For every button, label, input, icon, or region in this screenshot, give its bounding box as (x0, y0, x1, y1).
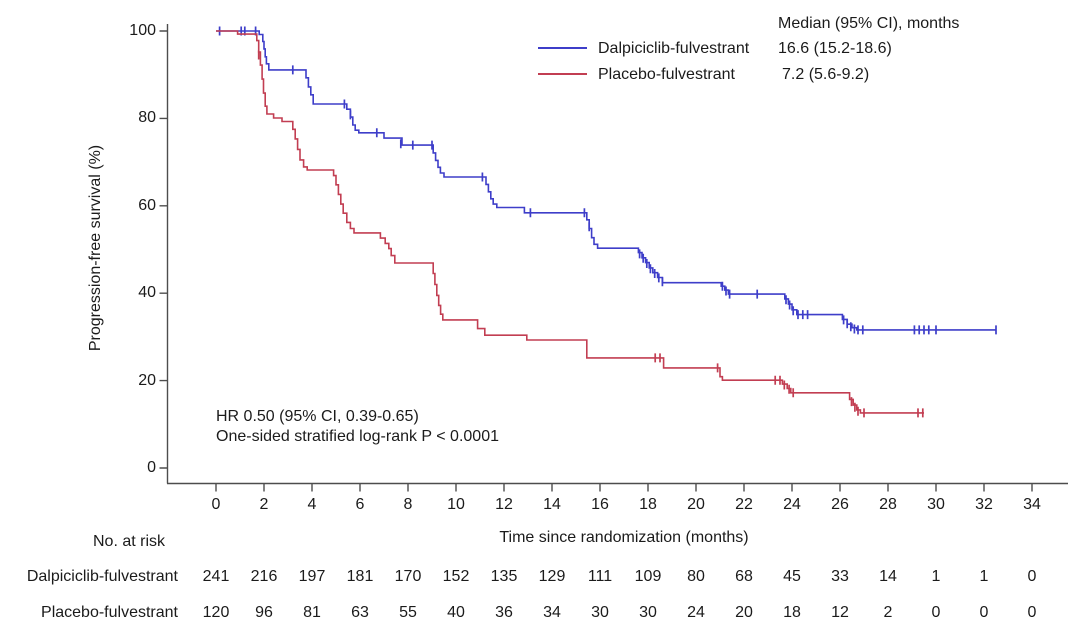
risk-count-row1-t4: 81 (303, 604, 321, 621)
x-tick-label-6: 6 (355, 496, 365, 513)
risk-count-row0-t20: 80 (687, 568, 705, 585)
y-tick-label-20: 20 (138, 371, 156, 389)
risk-count-row1-t18: 30 (639, 604, 657, 621)
survival-curve-0 (216, 30, 996, 331)
risk-count-row1-t34: 0 (1027, 604, 1037, 621)
risk-count-row1-t0: 120 (202, 604, 230, 621)
x-tick-label-32: 32 (975, 496, 993, 513)
axes (159, 24, 1068, 492)
legend-median-dalpiciclib: 16.6 (15.2-18.6) (778, 40, 892, 57)
risk-count-row0-t34: 0 (1027, 568, 1037, 585)
risk-count-row1-t24: 18 (783, 604, 801, 621)
x-tick-label-0: 0 (211, 496, 221, 513)
risk-count-row0-t26: 33 (831, 568, 849, 585)
legend-median-placebo: 7.2 (5.6-9.2) (782, 66, 870, 83)
risk-count-row0-t30: 1 (931, 568, 941, 585)
risk-count-row0-t32: 1 (979, 568, 989, 585)
risk-count-row1-t2: 96 (255, 604, 273, 621)
x-tick-label-24: 24 (783, 496, 801, 513)
x-tick-label-8: 8 (403, 496, 413, 513)
x-tick-label-4: 4 (307, 496, 317, 513)
x-tick-label-22: 22 (735, 496, 753, 513)
x-tick-label-20: 20 (687, 496, 705, 513)
risk-count-row0-t28: 14 (879, 568, 897, 585)
x-tick-label-14: 14 (543, 496, 561, 513)
risk-count-row1-t26: 12 (831, 604, 849, 621)
risk-count-row0-t2: 216 (250, 568, 278, 585)
risk-count-row1-t12: 36 (495, 604, 513, 621)
risk-row-label-dalpiciclib: Dalpiciclib-fulvestrant (26, 568, 178, 585)
risk-count-row0-t0: 241 (202, 568, 230, 585)
legend-median-header: Median (95% CI), months (778, 15, 960, 32)
hr-annotation: HR 0.50 (95% CI, 0.39-0.65) (216, 408, 419, 425)
risk-count-row1-t28: 2 (883, 604, 893, 621)
risk-count-row1-t20: 24 (687, 604, 705, 621)
y-axis-title: Progression-free survival (%) (87, 144, 104, 352)
risk-count-row1-t6: 63 (351, 604, 369, 621)
risk-count-row1-t16: 30 (591, 604, 609, 621)
risk-count-row1-t10: 40 (447, 604, 465, 621)
risk-count-row0-t12: 135 (490, 568, 518, 585)
y-tick-label-60: 60 (138, 196, 156, 214)
y-tick-label-80: 80 (138, 109, 156, 127)
legend-line-placebo (538, 73, 587, 75)
risk-count-row1-t22: 20 (735, 604, 753, 621)
legend-label-placebo: Placebo-fulvestrant (598, 66, 735, 83)
y-tick-label-100: 100 (129, 22, 156, 39)
survival-curve-1 (216, 30, 924, 414)
x-tick-label-28: 28 (879, 496, 897, 513)
x-tick-label-10: 10 (447, 496, 465, 513)
risk-count-row0-t16: 111 (587, 568, 613, 585)
risk-count-row0-t18: 109 (634, 568, 662, 585)
y-tick-label-0: 0 (147, 459, 156, 476)
logrank-annotation: One-sided stratified log-rank P < 0.0001 (216, 428, 499, 445)
risk-count-row0-t6: 181 (346, 568, 374, 585)
x-tick-label-34: 34 (1023, 496, 1041, 513)
risk-row-label-placebo: Placebo-fulvestrant (41, 604, 178, 621)
x-axis-title: Time since randomization (months) (499, 529, 749, 546)
x-tick-label-26: 26 (831, 496, 849, 513)
legend-label-dalpiciclib: Dalpiciclib-fulvestrant (598, 40, 750, 57)
risk-count-row1-t8: 55 (399, 604, 417, 621)
censor-marks-1 (257, 50, 924, 418)
risk-count-row0-t14: 129 (538, 568, 566, 585)
risk-count-row0-t22: 68 (735, 568, 753, 585)
risk-count-row0-t4: 197 (298, 568, 326, 585)
x-tick-label-16: 16 (591, 496, 609, 513)
risk-table-header: No. at risk (93, 533, 166, 550)
x-tick-label-12: 12 (495, 496, 513, 513)
x-tick-label-18: 18 (639, 496, 657, 513)
x-tick-label-2: 2 (259, 496, 269, 513)
legend-line-dalpiciclib (538, 47, 587, 49)
risk-count-row1-t30: 0 (931, 604, 941, 621)
risk-count-row1-t32: 0 (979, 604, 989, 621)
risk-count-row0-t24: 45 (783, 568, 801, 585)
risk-count-row0-t8: 170 (394, 568, 422, 585)
risk-count-row1-t14: 34 (543, 604, 561, 621)
x-tick-label-30: 30 (927, 496, 945, 513)
risk-count-row0-t10: 152 (442, 568, 470, 585)
y-tick-label-40: 40 (138, 284, 156, 302)
